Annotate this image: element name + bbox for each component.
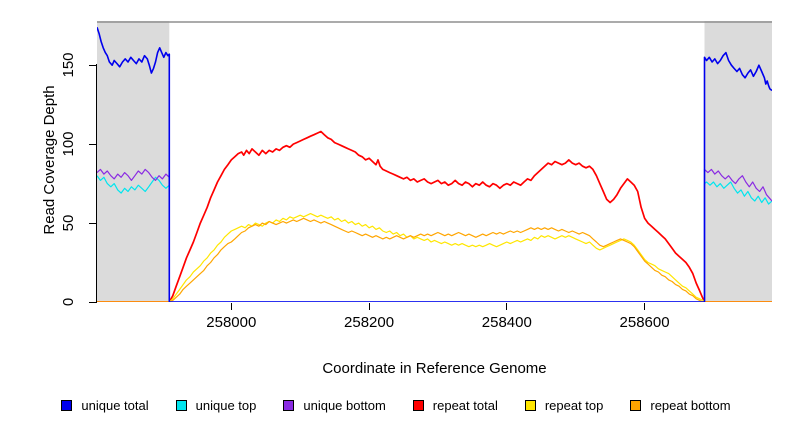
legend-label: repeat bottom — [650, 398, 731, 413]
plot-svg — [97, 21, 772, 302]
legend: unique total unique top unique bottom repea… — [0, 398, 792, 413]
legend-label: unique bottom — [303, 398, 386, 413]
legend-label: unique top — [195, 398, 257, 413]
series-unique-top — [97, 175, 772, 302]
x-tick-label: 258600 — [619, 314, 670, 331]
series-unique-bottom — [97, 168, 772, 302]
x-tick-label: 258200 — [344, 314, 395, 331]
series-repeat-top — [97, 213, 772, 302]
legend-swatch-icon — [412, 400, 424, 411]
x-axis-title: Coordinate in Reference Genome — [322, 360, 547, 377]
legend-item-unique-bottom: unique bottom — [283, 398, 386, 413]
legend-label: repeat total — [432, 398, 498, 413]
legend-swatch-icon — [524, 400, 536, 411]
y-tick-label: 0 — [59, 297, 77, 307]
legend-swatch-icon — [61, 400, 73, 411]
legend-item-unique-top: unique top — [175, 398, 257, 413]
plot-area — [97, 21, 772, 302]
y-tick-mark — [89, 64, 96, 66]
y-axis-title: Read Coverage Depth — [41, 85, 58, 235]
x-tick-mark — [506, 303, 508, 310]
masked-region — [97, 21, 170, 302]
series-repeat-bottom — [97, 217, 772, 302]
x-tick-label: 258400 — [481, 314, 532, 331]
legend-swatch-icon — [283, 400, 295, 411]
y-tick-mark — [89, 222, 96, 224]
y-axis-line — [96, 64, 97, 303]
y-tick-mark — [89, 301, 96, 303]
series-repeat-total — [97, 130, 772, 302]
legend-item-repeat-bottom: repeat bottom — [630, 398, 731, 413]
legend-swatch-icon — [630, 400, 642, 411]
legend-item-repeat-top: repeat top — [524, 398, 604, 413]
legend-swatch-icon — [175, 400, 187, 411]
y-tick-mark — [89, 143, 96, 145]
legend-item-unique-total: unique total — [61, 398, 149, 413]
x-tick-label: 258000 — [206, 314, 257, 331]
series-unique-total — [97, 27, 772, 302]
x-tick-mark — [644, 303, 646, 310]
x-tick-mark — [230, 303, 232, 310]
legend-item-repeat-total: repeat total — [412, 398, 498, 413]
masked-region — [704, 21, 772, 302]
legend-label: repeat top — [544, 398, 604, 413]
legend-label: unique total — [81, 398, 149, 413]
x-tick-mark — [368, 303, 370, 310]
